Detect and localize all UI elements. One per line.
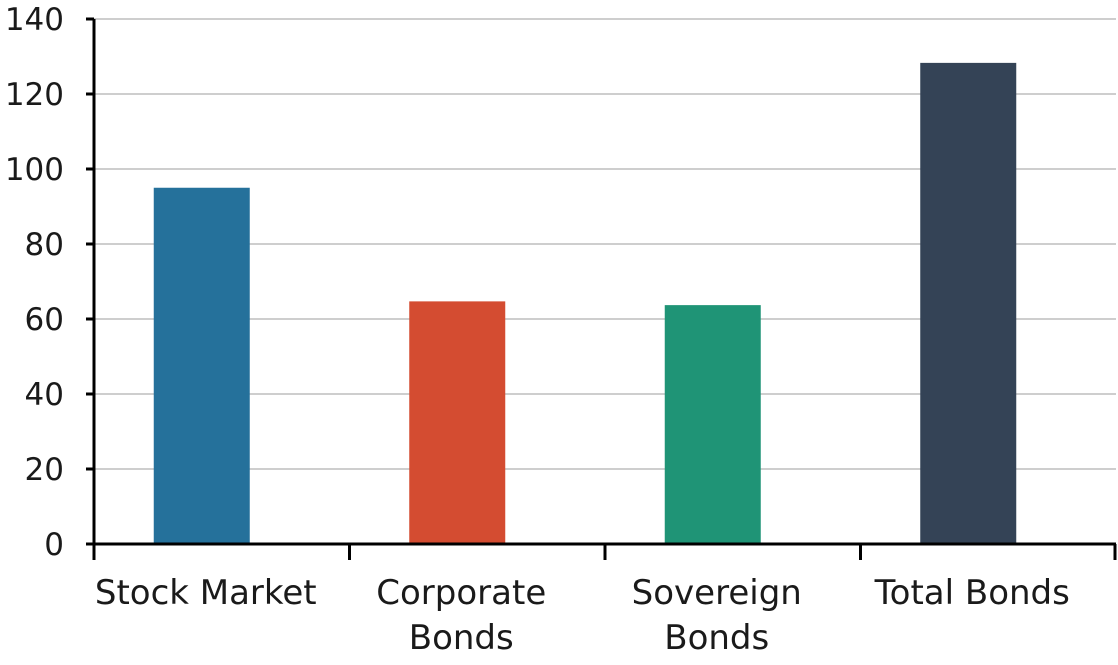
- bar-0: [153, 187, 250, 544]
- bar-2: [664, 305, 761, 544]
- x-category-label: Corporate Bonds: [376, 573, 546, 658]
- y-tick-label: 100: [5, 152, 64, 188]
- x-category-label-line: Total Bonds: [874, 573, 1070, 613]
- x-category-label: Sovereign Bonds: [632, 573, 802, 658]
- y-tick-label: 140: [5, 2, 64, 38]
- y-tick-label: 60: [25, 302, 64, 338]
- bar-3: [920, 62, 1017, 544]
- x-category-label-line: Corporate: [376, 573, 546, 613]
- x-category-label-line: Bonds: [409, 618, 514, 658]
- gridlines: [94, 18, 1116, 470]
- labels: 0 20 40 60 80 100 120 140 Stock Market Corporate B…: [5, 2, 1070, 658]
- y-tick-label: 20: [25, 452, 64, 488]
- x-category-label-line: Bonds: [664, 618, 769, 658]
- bars: [153, 62, 1017, 544]
- x-category-label: Stock Market: [95, 573, 317, 613]
- y-tick-label: 0: [44, 527, 64, 563]
- y-tick-label: 40: [25, 377, 64, 413]
- y-tick-label: 120: [5, 77, 64, 113]
- x-category-label: Total Bonds: [874, 573, 1070, 613]
- x-category-label-line: Stock Market: [95, 573, 317, 613]
- bar-1: [409, 301, 506, 544]
- y-tick-label: 80: [25, 227, 64, 263]
- x-category-label-line: Sovereign: [632, 573, 802, 613]
- axes: [86, 17, 1117, 560]
